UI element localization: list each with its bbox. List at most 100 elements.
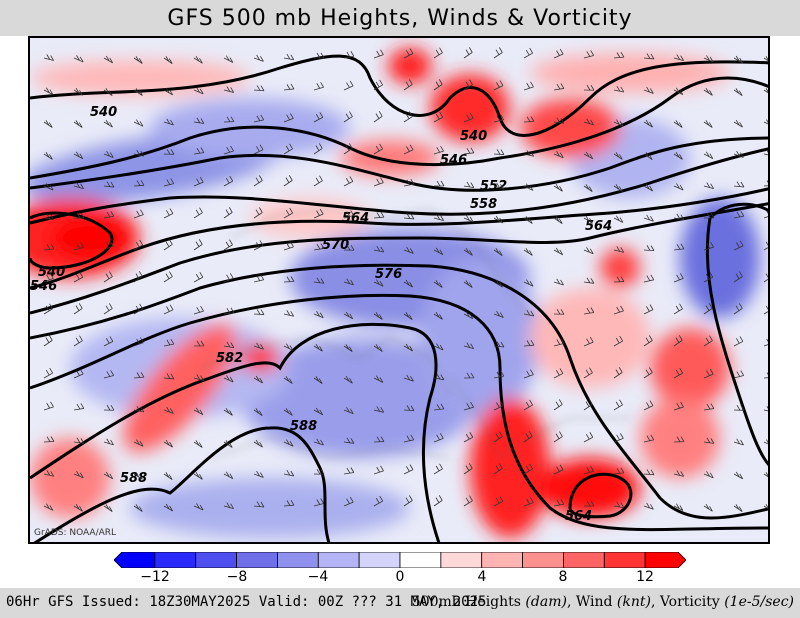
- wind-barb: [253, 375, 264, 384]
- wind-barb: [763, 56, 768, 62]
- wind-barb: [253, 114, 265, 123]
- wind-barb: [253, 207, 263, 219]
- wind-barb: [523, 463, 533, 475]
- wind-barb: [313, 311, 324, 319]
- wind-barb: [733, 370, 745, 379]
- wind-barb: [733, 471, 744, 480]
- map-panel: 540 540 546 552 558 564 564 570 576 582 …: [28, 36, 770, 544]
- wind-barb: [493, 341, 505, 348]
- wind-barb: [553, 498, 565, 507]
- wind-barb: [223, 239, 233, 251]
- wind-barb: [673, 54, 684, 62]
- wind-barb: [373, 211, 385, 219]
- wind-barb: [643, 53, 655, 60]
- wind-barb: [673, 401, 684, 411]
- wind-barb: [313, 498, 325, 507]
- wind-barb: [403, 464, 414, 475]
- wind-barb: [553, 431, 563, 443]
- wind-barb: [133, 180, 145, 187]
- wind-barb: [403, 178, 415, 187]
- wind-barb: [703, 471, 714, 479]
- wind-barb: [163, 373, 175, 380]
- wind-barb: [373, 312, 383, 320]
- legend-wind: , Wind: [566, 594, 617, 610]
- wind-barb: [223, 471, 234, 480]
- wind-barb: [133, 88, 143, 96]
- wind-barb: [673, 470, 685, 477]
- wind-barb: [643, 469, 655, 476]
- wind-barb: [583, 151, 594, 160]
- wind-barb: [733, 504, 743, 512]
- contour-label: 540: [460, 129, 487, 144]
- colorbar-cell: [603, 552, 646, 568]
- wind-barb: [193, 440, 203, 448]
- wind-barb: [133, 405, 145, 413]
- wind-barb: [163, 439, 173, 448]
- wind-barb: [343, 210, 355, 219]
- wind-barb: [433, 47, 443, 59]
- wind-barb: [373, 406, 385, 413]
- wind-barb: [733, 404, 745, 411]
- wind-barb: [133, 337, 144, 347]
- wind-barb: [283, 207, 294, 219]
- wind-barb: [523, 369, 534, 379]
- wind-barb: [403, 374, 414, 382]
- wind-barb: [373, 344, 383, 352]
- wind-barb: [253, 309, 265, 315]
- wind-barb: [103, 303, 113, 315]
- wind-barb: [43, 87, 54, 95]
- wind-barb: [433, 112, 444, 123]
- wind-barb: [673, 503, 684, 511]
- wind-barb: [163, 472, 173, 480]
- wind-barb: [733, 336, 744, 347]
- wind-barb: [283, 276, 295, 283]
- wind-barb: [223, 116, 235, 123]
- wind-barb: [73, 471, 84, 479]
- wind-barb: [43, 213, 55, 221]
- wind-barb: [223, 145, 234, 155]
- wind-barb: [523, 150, 535, 157]
- wind-barb: [163, 503, 173, 512]
- wind-barb: [433, 495, 443, 507]
- wind-barb: [703, 88, 713, 96]
- wind-barb: [403, 246, 414, 254]
- contour-labels: 540 540 546 552 558 564 564 570 576 582 …: [30, 105, 612, 524]
- wind-barb: [463, 372, 475, 379]
- wind-barb: [643, 152, 653, 160]
- colorbar-cell: [563, 552, 605, 568]
- wind-barb: [43, 470, 55, 477]
- wind-barb: [223, 502, 234, 510]
- wind-barb: [373, 465, 384, 475]
- wind-barb: [553, 183, 563, 192]
- wind-barb: [553, 151, 564, 159]
- wind-barb: [133, 150, 145, 157]
- wind-barb: [73, 120, 83, 128]
- wind-barb: [223, 273, 234, 283]
- wind-barb: [613, 399, 623, 411]
- wind-barb: [193, 239, 203, 251]
- map-canvas: 540 540 546 552 558 564 564 570 576 582 …: [30, 38, 768, 542]
- footer-bar: 06Hr GFS Issued: 18Z30MAY2025 Valid: 00Z…: [0, 588, 800, 618]
- wind-barb: [763, 305, 768, 315]
- wind-barb: [103, 211, 115, 219]
- wind-barb: [103, 240, 114, 251]
- title-bar: GFS 500 mb Heights, Winds & Vorticity: [0, 0, 800, 36]
- wind-barb: [223, 341, 235, 349]
- wind-barb: [133, 239, 143, 251]
- wind-barb: [73, 403, 85, 411]
- colorbar-cell: [195, 552, 237, 568]
- wind-barb: [133, 504, 143, 512]
- wind-barb: [373, 49, 384, 59]
- wind-barb: [463, 311, 474, 320]
- legend-heights: 500mb Heights: [411, 594, 526, 610]
- wind-barb: [193, 55, 203, 64]
- vorticity-field: [30, 48, 760, 538]
- wind-barb: [643, 119, 653, 128]
- wind-barb: [613, 119, 624, 127]
- wind-barb: [613, 305, 624, 315]
- colorbar-cell: [358, 552, 401, 568]
- wind-barb: [193, 176, 204, 187]
- colorbar-cell: [236, 552, 278, 568]
- wind-barb: [343, 278, 354, 286]
- wind-barb: [703, 368, 714, 379]
